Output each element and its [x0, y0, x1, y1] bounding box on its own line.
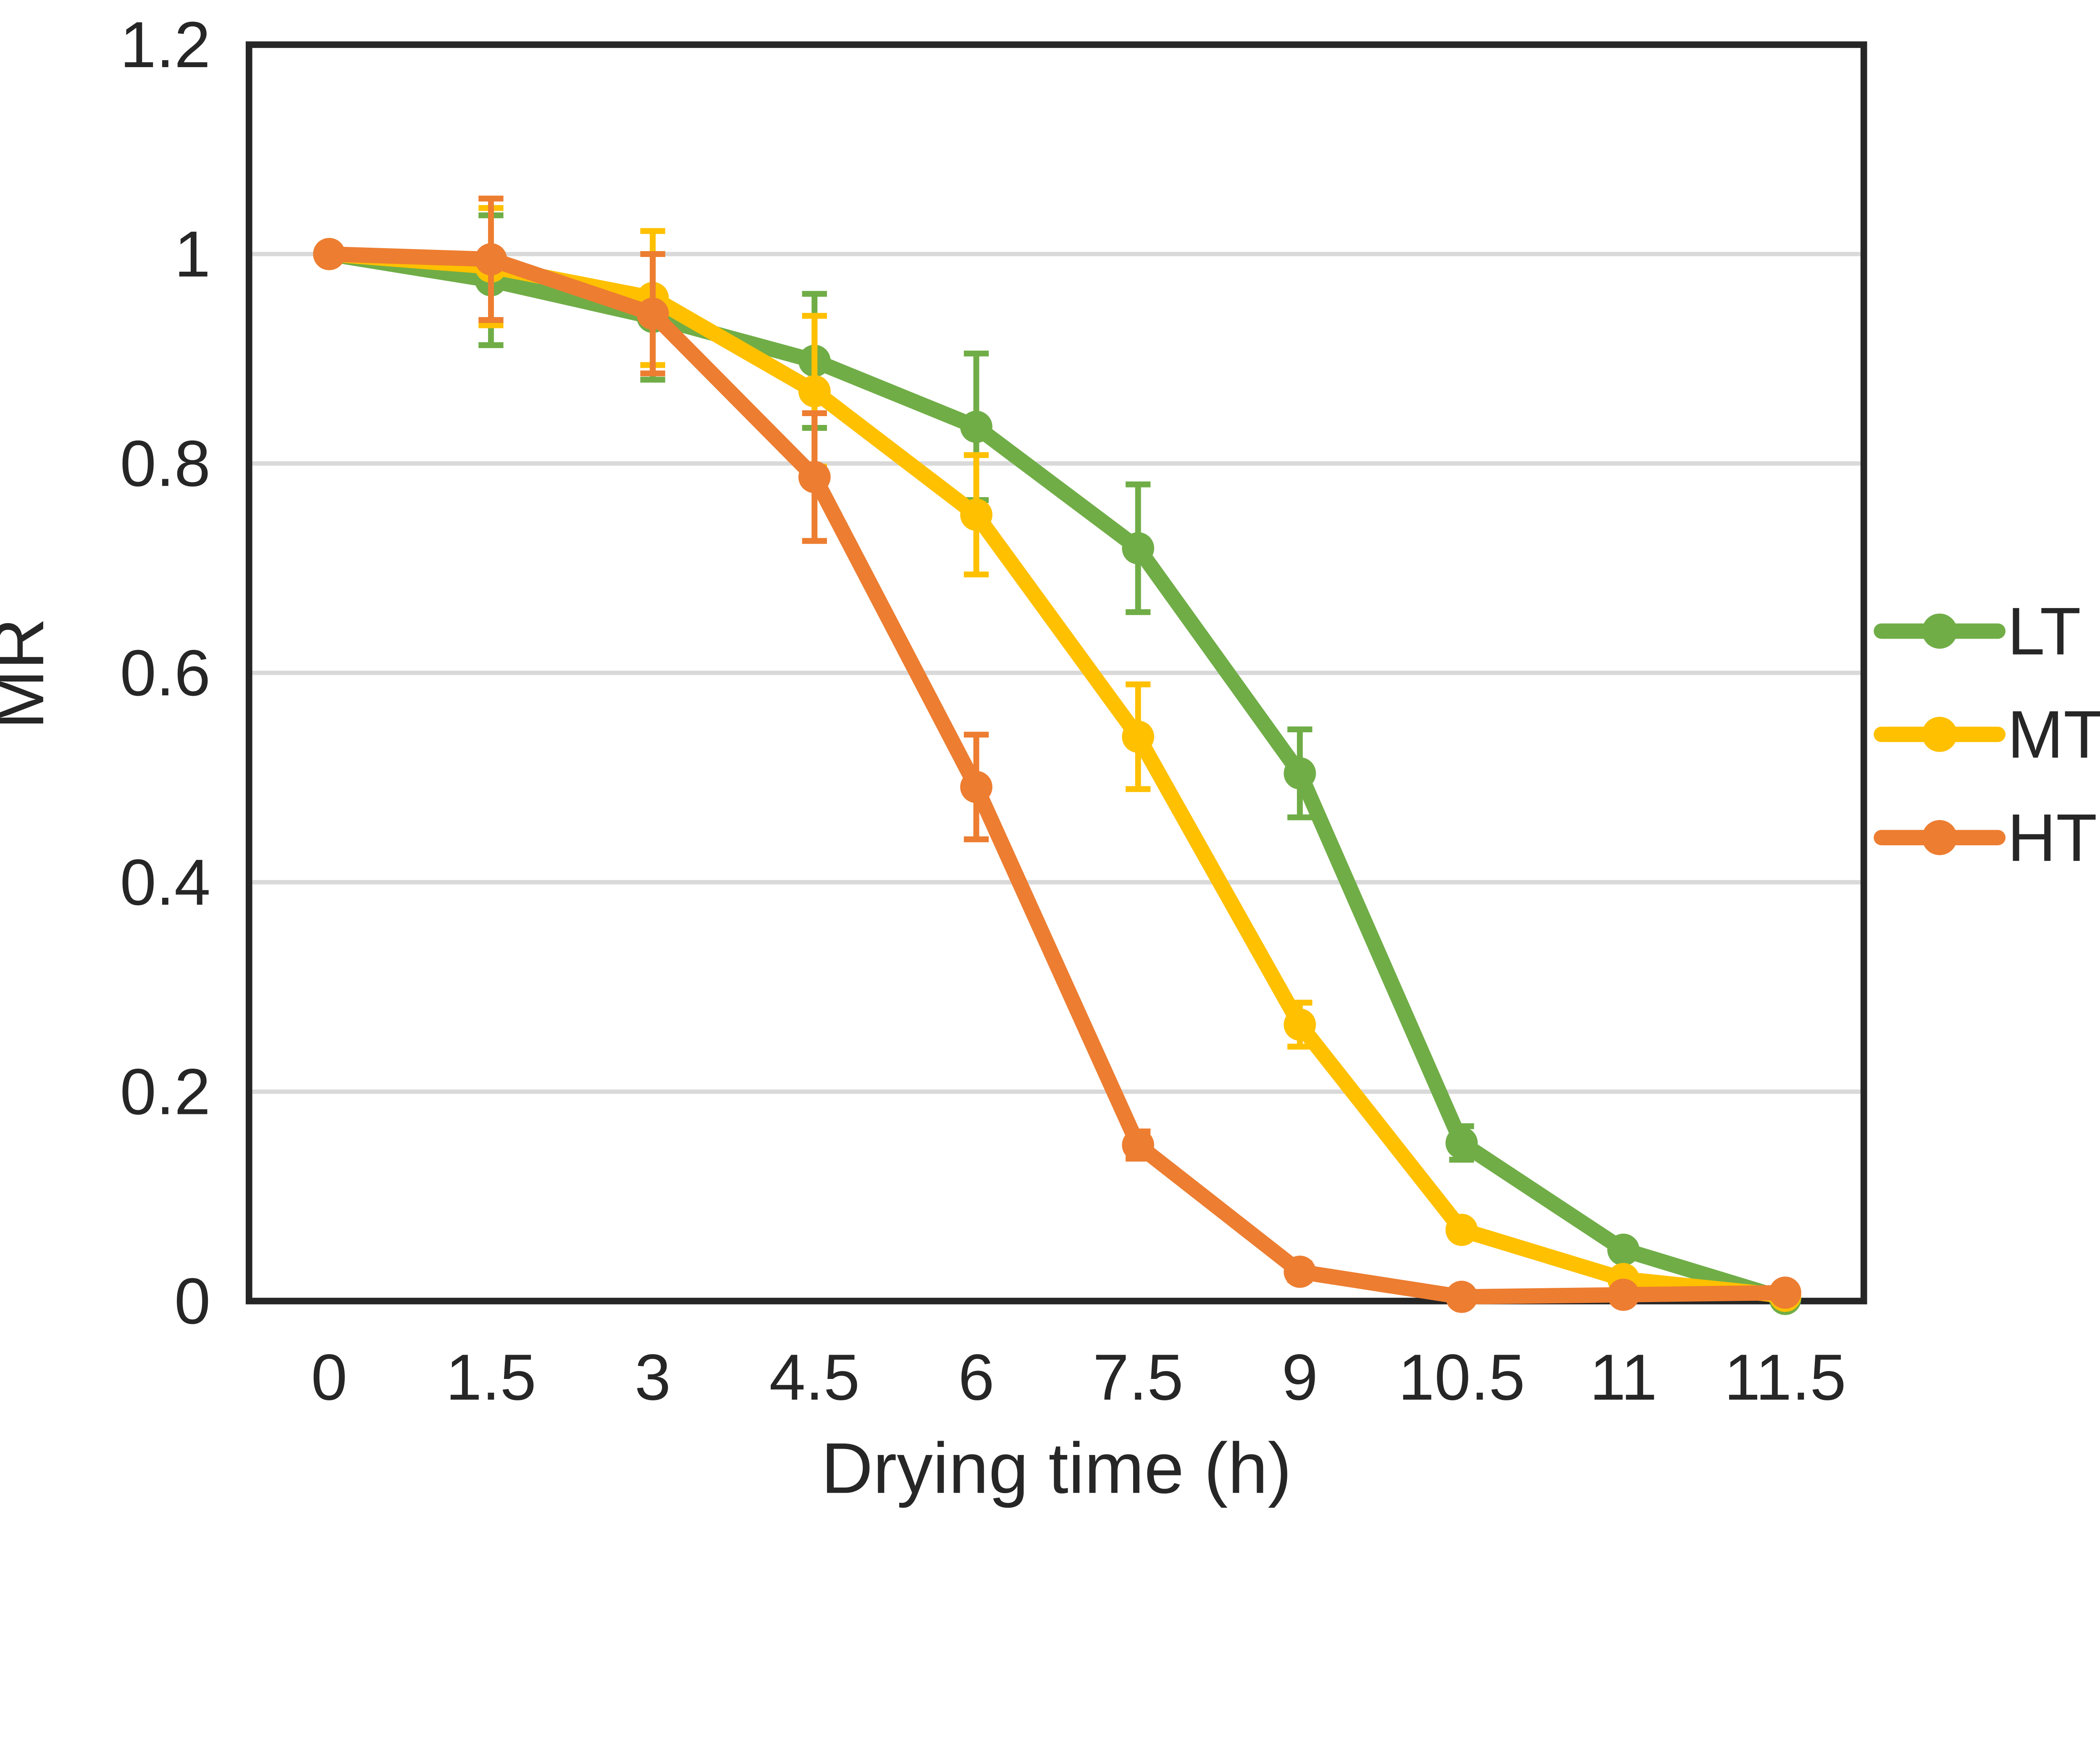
series-MT	[313, 205, 1801, 1312]
legend-marker-LT	[1922, 613, 1957, 649]
legend-marker-MT	[1922, 717, 1957, 752]
x-tick-label-11.5: 11.5	[1724, 1341, 1846, 1413]
x-tick-label-10.5: 10.5	[1398, 1341, 1525, 1413]
legend-label-HT: HT	[2007, 800, 2097, 875]
data-point-MT-6	[960, 498, 992, 531]
data-point-HT-4.5	[798, 461, 831, 493]
chart-container: 0 0.2 0.4 0.6 0.8 1 1.2 0 1.5 3 4.5 6 7.5 9 10.5 11 11.…	[0, 8, 2100, 1509]
legend-marker-HT	[1922, 820, 1957, 855]
legend-item-HT: HT	[1874, 800, 2097, 875]
data-point-MT-4.5	[798, 375, 831, 408]
series-line-LT	[321, 246, 1793, 1307]
y-tick-label-0.6: 0.6	[120, 637, 211, 709]
data-point-LT-9	[1284, 757, 1316, 790]
data-point-HT-9	[1284, 1255, 1316, 1288]
data-point-LT-6	[960, 411, 992, 443]
data-point-MT-10.5	[1445, 1213, 1478, 1246]
gridlines	[249, 252, 1864, 1094]
series-line-HT	[321, 246, 1793, 1305]
series-LT	[313, 212, 1801, 1315]
data-point-HT-11	[1607, 1279, 1640, 1311]
y-tick-label-0.2: 0.2	[120, 1055, 211, 1128]
y-tick-label-1.2: 1.2	[120, 8, 211, 81]
y-axis-tick-labels: 0 0.2 0.4 0.6 0.8 1 1.2	[120, 8, 211, 1337]
data-point-MT-7.5	[1122, 721, 1155, 753]
legend-item-MT: MT	[1874, 697, 2100, 772]
x-tick-label-3: 3	[635, 1341, 671, 1413]
x-tick-label-6: 6	[958, 1341, 994, 1413]
legend-label-LT: LT	[2007, 594, 2081, 669]
series-line-MT	[321, 246, 1793, 1304]
legend-label-MT: MT	[2007, 697, 2100, 772]
y-tick-label-0.4: 0.4	[120, 846, 211, 919]
data-point-HT-6	[960, 771, 992, 803]
data-point-HT-0	[313, 238, 346, 270]
y-tick-label-0: 0	[174, 1265, 210, 1337]
series-HT	[313, 195, 1801, 1313]
data-point-LT-7.5	[1122, 532, 1155, 565]
legend-item-LT: LT	[1874, 594, 2081, 669]
data-point-HT-11.5	[1769, 1276, 1801, 1309]
data-point-LT-11	[1607, 1233, 1640, 1266]
x-tick-label-9: 9	[1282, 1341, 1318, 1413]
y-tick-label-0.8: 0.8	[120, 427, 211, 500]
data-point-LT-10.5	[1445, 1127, 1478, 1159]
y-tick-label-1: 1	[174, 218, 210, 291]
x-tick-label-4.5: 4.5	[769, 1341, 860, 1413]
moisture-ratio-drying-curve-chart: 0 0.2 0.4 0.6 0.8 1 1.2 0 1.5 3 4.5 6 7.5 9 10.5 11 11.…	[0, 8, 2100, 1508]
y-axis-title: MR	[0, 618, 59, 729]
x-axis-tick-labels: 0 1.5 3 4.5 6 7.5 9 10.5 11 11.5	[311, 1341, 1846, 1413]
x-tick-label-7.5: 7.5	[1093, 1341, 1184, 1413]
x-tick-label-1.5: 1.5	[446, 1341, 536, 1413]
data-point-MT-9	[1284, 1008, 1316, 1041]
data-point-HT-10.5	[1445, 1281, 1478, 1313]
x-axis-title: Drying time (h)	[821, 1428, 1292, 1508]
plot-border	[246, 41, 1867, 1305]
data-point-HT-3	[636, 297, 669, 330]
data-point-HT-1.5	[475, 243, 507, 275]
series-layer	[313, 195, 1801, 1315]
x-tick-label-0: 0	[311, 1341, 347, 1413]
data-point-HT-7.5	[1122, 1129, 1155, 1161]
x-tick-label-11: 11	[1590, 1341, 1657, 1413]
legend: LT MT HT	[1874, 594, 2100, 875]
